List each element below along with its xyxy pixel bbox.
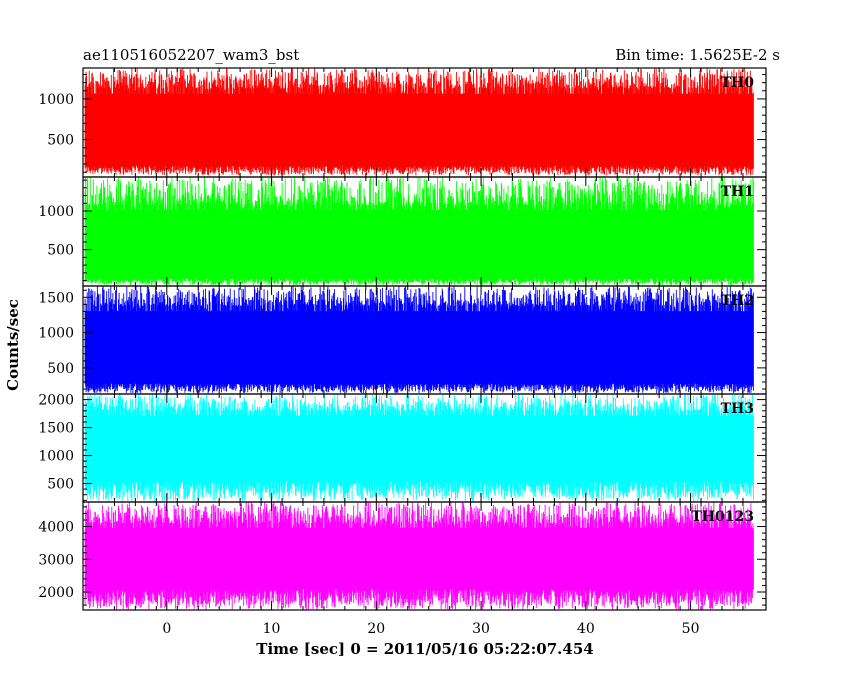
chart-title-right: Bin time: 1.5625E-2 s [615,46,780,64]
series-core-th0 [85,93,754,165]
panel-th3: 500 1000 1500 2000 TH3 [38,393,767,503]
panel-label: TH2 [721,293,754,309]
panel-label: TH3 [721,401,754,417]
x-tick-label: 40 [577,621,595,637]
panel-frame [82,501,767,611]
series-core-th1 [85,209,754,278]
y-tick-label: 2000 [38,393,74,409]
y-axis-title: Counts/sec [4,299,22,391]
y-tick-label: 500 [47,243,74,259]
panel-th2: 500 1000 1500 TH2 [38,285,767,395]
y-tick-label: 1000 [38,449,74,465]
panel-label: TH0123 [691,509,754,525]
y-tick-label: 2000 [38,585,74,601]
y-tick-label: 500 [47,477,74,493]
x-tick-label: 10 [263,621,281,637]
chart-title-left: ae110516052207_wam3_bst [83,46,299,64]
x-tick-label: 20 [367,621,385,637]
x-tick-label: 50 [682,621,700,637]
y-tick-label: 1500 [38,290,74,306]
y-tick-label: 1000 [38,92,74,108]
series-core-th3 [85,415,754,480]
y-tick-label: 500 [47,361,74,377]
y-tick-label: 1000 [38,204,74,220]
y-tick-label: 4000 [38,520,74,536]
x-tick-label: 0 [162,621,171,637]
panel-th0123: 2000 3000 4000 TH0123 [38,501,767,611]
panel-th1: 500 1000 TH1 [38,176,767,287]
series-core-th0123 [85,527,754,586]
series-core-th2 [85,311,754,383]
panel-label: TH1 [721,184,754,200]
y-tick-label: 3000 [38,552,74,568]
x-tick-label: 30 [472,621,490,637]
panel-th0: 500 1000 TH0 [38,67,767,178]
y-tick-label: 1500 [38,421,74,437]
x-axis-title: Time [sec] 0 = 2011/05/16 05:22:07.454 [256,640,593,658]
y-tick-label: 1000 [38,326,74,342]
y-tick-label: 500 [47,133,74,149]
panel-label: TH0 [721,75,755,91]
